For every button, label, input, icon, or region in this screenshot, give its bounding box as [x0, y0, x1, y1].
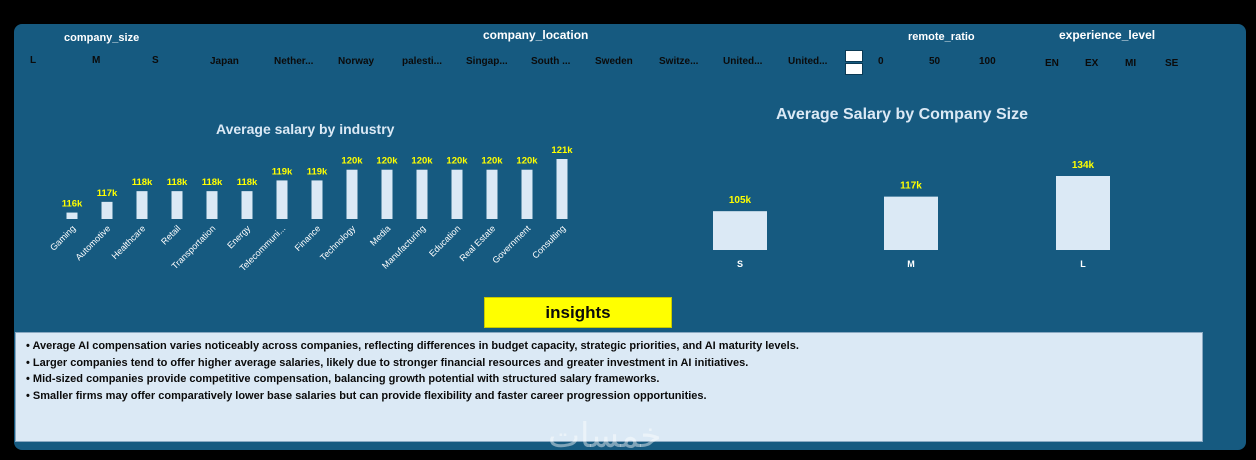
- industry-bar-data-label: 120k: [516, 156, 538, 167]
- industry-bar-data-label: 116k: [62, 199, 83, 210]
- industry-category-label: Retail: [159, 223, 182, 246]
- industry-bar-data-label: 118k: [237, 177, 258, 188]
- industry-salary-chart: 116k Gaming 117k Automotive 118k Healthcare 11…: [48, 145, 573, 273]
- insight-line: • Mid-sized companies provide competitiv…: [26, 373, 660, 385]
- industry-bar: [136, 191, 148, 219]
- industry-category-label: Technology: [318, 223, 358, 263]
- slicer-item-location-netherlands[interactable]: Nether...: [274, 56, 314, 67]
- slicer-item-size-m[interactable]: M: [92, 55, 101, 66]
- company-size-category-label: S: [737, 259, 743, 269]
- slicer-item-experience-mi[interactable]: MI: [1125, 58, 1137, 69]
- industry-bar: [486, 169, 498, 219]
- company-size-bar: [884, 196, 938, 250]
- slicer-item-location-united-2[interactable]: United...: [788, 56, 828, 67]
- watermark-logo: خمسات: [548, 416, 662, 456]
- insight-line: • Larger companies tend to offer higher …: [26, 356, 749, 369]
- industry-category-label: Education: [427, 223, 462, 258]
- slicer-item-location-palestine[interactable]: palesti...: [402, 56, 443, 67]
- slicer-item-location-japan[interactable]: Japan: [210, 56, 239, 67]
- industry-category-label: Consulting: [530, 223, 567, 260]
- industry-bar-data-label: 120k: [481, 156, 503, 167]
- industry-category-label: Automotive: [74, 223, 113, 262]
- industry-bar: [311, 180, 323, 219]
- company-size-category-label: L: [1080, 259, 1086, 269]
- industry-bar: [556, 159, 568, 219]
- experience-level-slicer-title: experience_level: [1059, 28, 1156, 42]
- slicer-item-location-united-1[interactable]: United...: [723, 56, 763, 67]
- company-size-bar: [713, 211, 767, 250]
- industry-bar-data-label: 120k: [411, 156, 433, 167]
- industry-bar: [241, 191, 253, 219]
- industry-bar-data-label: 121k: [551, 145, 573, 156]
- industry-bar-data-label: 120k: [341, 156, 363, 167]
- industry-bar-data-label: 119k: [272, 166, 293, 177]
- slicer-item-location-sweden[interactable]: Sweden: [595, 56, 633, 67]
- slicer-item-location-south[interactable]: South ...: [531, 56, 571, 67]
- slicer-item-remote-50[interactable]: 50: [929, 56, 941, 67]
- industry-category-label: Healthcare: [110, 223, 148, 261]
- industry-bar: [66, 212, 78, 219]
- industry-bar: [381, 169, 393, 219]
- industry-bar: [101, 201, 113, 219]
- industry-bar: [521, 169, 533, 219]
- insights-button[interactable]: insights: [484, 297, 672, 328]
- slicer-item-size-s[interactable]: S: [152, 55, 159, 66]
- industry-bar-data-label: 119k: [307, 166, 328, 177]
- industry-bar-data-label: 118k: [202, 177, 223, 188]
- industry-bar: [206, 191, 218, 219]
- industry-chart-title: Average salary by industry: [216, 121, 395, 137]
- company-size-category-label: M: [907, 259, 915, 269]
- industry-bar-data-label: 120k: [376, 156, 398, 167]
- industry-category-label: Government: [490, 223, 532, 265]
- insight-line: • Average AI compensation varies noticea…: [26, 340, 799, 352]
- slicer-item-remote-0[interactable]: 0: [878, 56, 884, 67]
- slicer-item-remote-100[interactable]: 100: [979, 56, 996, 67]
- company-size-salary-chart: 105k S 117k M 134k L: [713, 160, 1110, 269]
- company-size-bar-data-label: 117k: [900, 181, 922, 192]
- industry-bar-data-label: 118k: [132, 177, 153, 188]
- company-size-bar-data-label: 134k: [1072, 160, 1095, 171]
- slicer-item-size-l[interactable]: L: [30, 55, 37, 66]
- slicer-item-location-singapore[interactable]: Singap...: [466, 56, 508, 67]
- insight-line: • Smaller firms may offer comparatively …: [26, 389, 707, 402]
- slicer-item-location-switzerland[interactable]: Switze...: [659, 56, 699, 67]
- company-size-bar: [1056, 176, 1110, 250]
- slicer-item-experience-en[interactable]: EN: [1045, 58, 1059, 69]
- industry-bar-data-label: 120k: [446, 156, 468, 167]
- company-location-slicer-title: company_location: [483, 28, 589, 42]
- company-size-chart-title: Average Salary by Company Size: [776, 106, 1028, 123]
- slicer-scroll-down-button[interactable]: [845, 63, 863, 75]
- industry-bar-data-label: 117k: [97, 188, 118, 199]
- insights-text-box: • Average AI compensation varies noticea…: [15, 332, 1203, 442]
- industry-bar: [416, 169, 428, 219]
- slicer-item-experience-ex[interactable]: EX: [1085, 58, 1099, 69]
- industry-category-label: Finance: [293, 223, 323, 253]
- company-size-slicer-title: company_size: [64, 32, 140, 44]
- industry-category-label: Energy: [225, 223, 253, 251]
- industry-bar: [276, 180, 288, 219]
- remote-ratio-slicer-title: remote_ratio: [908, 31, 975, 43]
- industry-category-label: Gaming: [48, 223, 77, 252]
- industry-bar: [171, 191, 183, 219]
- industry-bar-data-label: 118k: [167, 177, 188, 188]
- slicer-item-experience-se[interactable]: SE: [1165, 58, 1179, 69]
- company-size-bar-data-label: 105k: [729, 195, 752, 206]
- industry-category-label: Media: [368, 223, 392, 247]
- industry-bar: [451, 169, 463, 219]
- slicer-scroll-up-button[interactable]: [845, 50, 863, 62]
- industry-bar: [346, 169, 358, 219]
- slicer-item-location-norway[interactable]: Norway: [338, 56, 375, 67]
